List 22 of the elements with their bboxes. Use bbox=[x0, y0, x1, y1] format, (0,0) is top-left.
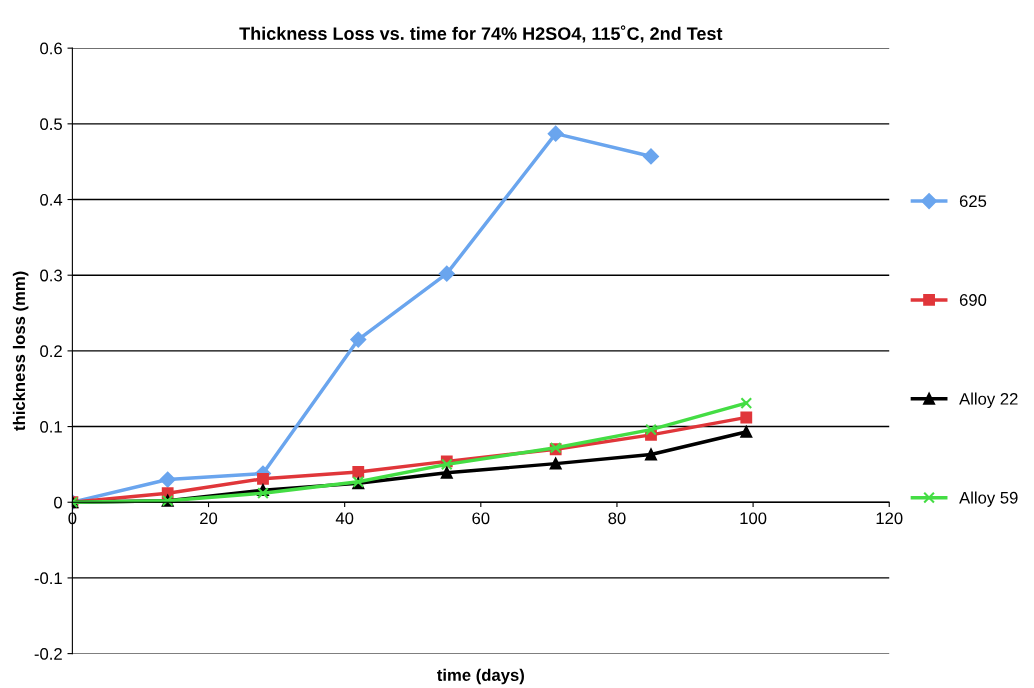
x-tick-label: 100 bbox=[740, 512, 767, 525]
y-tick-label: -0.2 bbox=[34, 648, 62, 660]
y-tick-label: 0.3 bbox=[40, 269, 62, 282]
legend-label: Alloy 59 bbox=[959, 491, 1018, 507]
legend-label: Alloy 22 bbox=[959, 392, 1018, 409]
y-axis-title: thickness loss (mm) bbox=[12, 271, 29, 431]
x-tick-label: 20 bbox=[200, 512, 218, 525]
y-tick-label: 0.5 bbox=[40, 118, 62, 131]
legend-label: 625 bbox=[959, 195, 987, 208]
x-tick-label: 60 bbox=[472, 512, 490, 525]
y-tick-label: 0 bbox=[54, 496, 63, 509]
y-tick-label: 0.6 bbox=[40, 42, 62, 55]
y-tick-label: 0.1 bbox=[40, 420, 62, 433]
y-tick-label: -0.1 bbox=[34, 572, 62, 585]
x-tick-label: 40 bbox=[335, 512, 354, 525]
x-axis-title: time (days) bbox=[437, 668, 524, 685]
x-tick-label: 120 bbox=[876, 512, 903, 525]
chart-title: Thickness Loss vs. time for 74% H2SO4, 115˚C, 2nd Test bbox=[239, 25, 723, 43]
y-tick-label: 0.4 bbox=[40, 193, 63, 206]
y-tick-label: 0.2 bbox=[40, 345, 62, 358]
legend-label: 690 bbox=[959, 294, 987, 306]
x-tick-label: 80 bbox=[608, 512, 626, 525]
